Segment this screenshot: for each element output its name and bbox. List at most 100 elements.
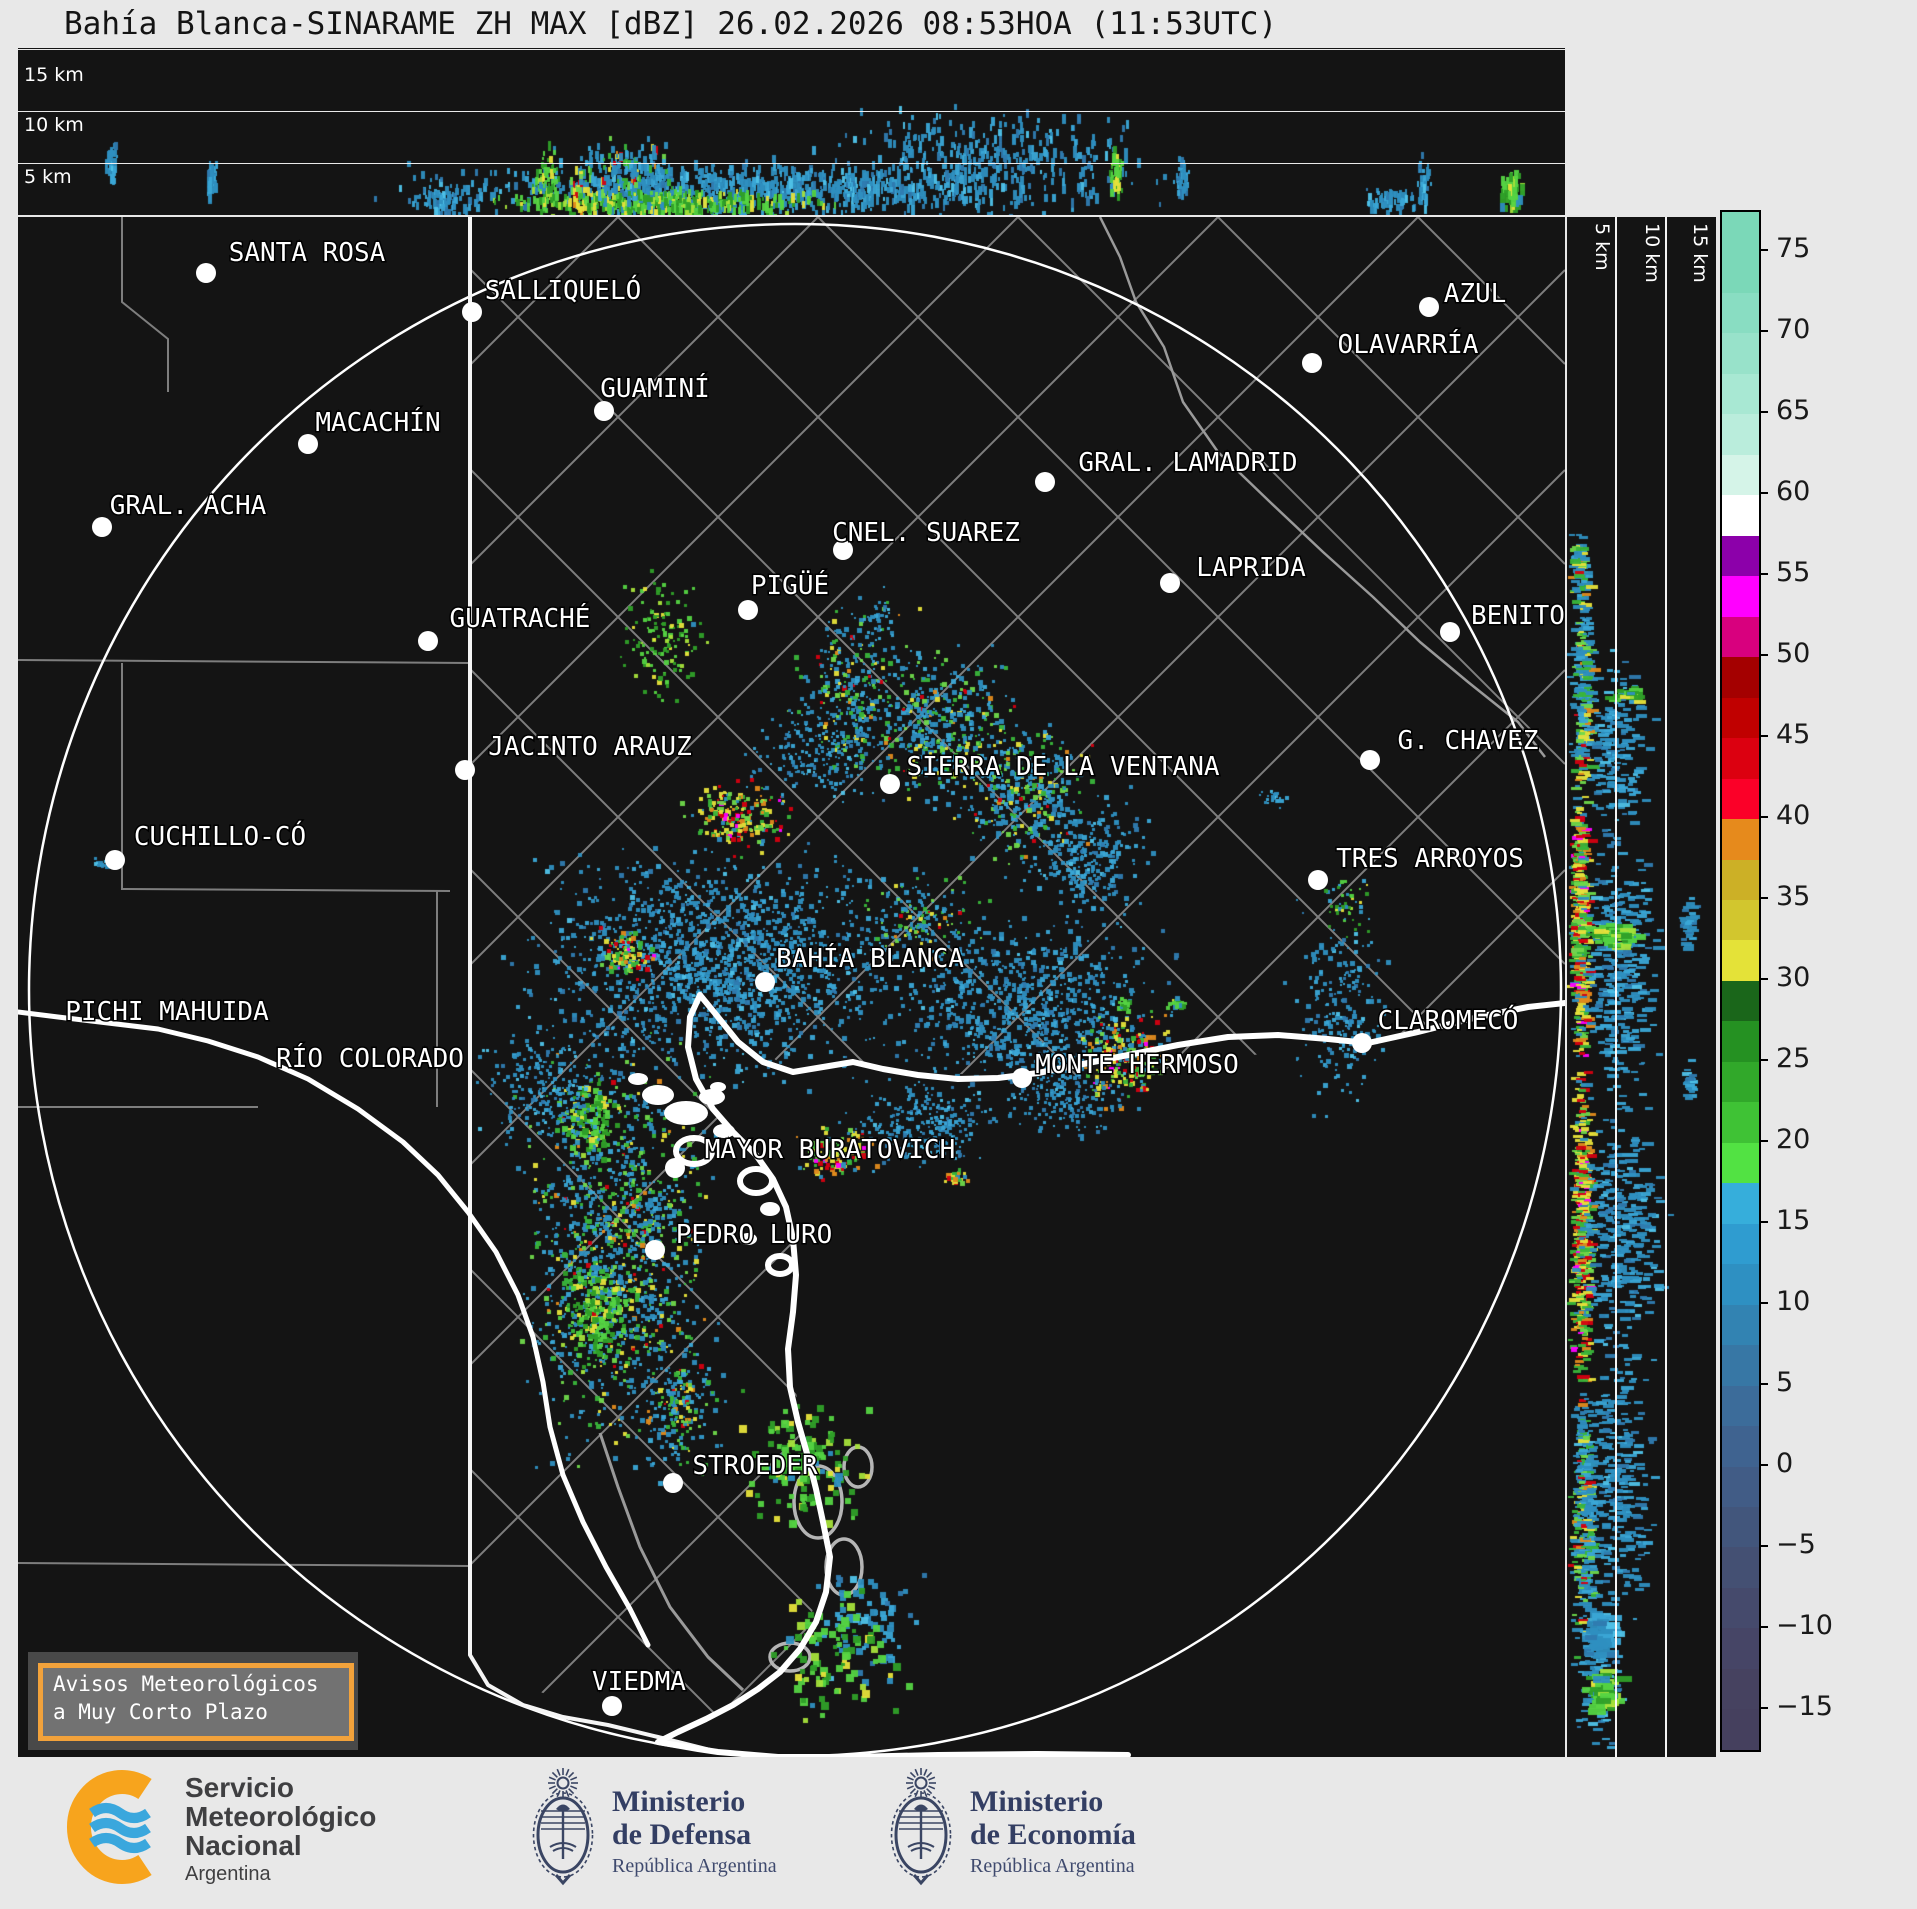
colorbar-segment <box>1722 1628 1759 1669</box>
island-ring <box>673 1135 715 1167</box>
economia-line1: Ministerio <box>970 1785 1104 1818</box>
map-panel: SANTA ROSA SALLIQUELÓ GUAMINÍ AZUL OLAVARRÍA… <box>18 217 1565 1757</box>
right-cross-section-echoes <box>1567 217 1716 1757</box>
altitude-label: 10 km <box>24 114 84 136</box>
city-dot <box>1360 750 1380 770</box>
colorbar-tick-label: 25 <box>1776 1042 1811 1074</box>
economia-logo-block <box>878 1767 964 1897</box>
coastline-south <box>655 992 1131 1757</box>
smn-line4: Argentina <box>185 1863 271 1885</box>
laurel-wreath <box>890 1792 952 1878</box>
sun <box>914 1776 928 1790</box>
right-cross-section-panel: 5 km 10 km 15 km <box>1567 217 1716 1757</box>
colorbar-tick <box>1759 573 1768 576</box>
radar-range-ring <box>27 222 1563 1757</box>
warning-box: Avisos Meteorológicos a Muy Corto Plazo <box>38 1663 354 1741</box>
city-label: SIERRA DE LA VENTANA <box>906 752 1219 782</box>
city-label: PIGÜÉ <box>751 569 829 601</box>
city-dot <box>880 774 900 794</box>
sun-ray <box>914 1768 919 1776</box>
sun-ray <box>548 1776 556 1781</box>
colorbar-segment <box>1722 657 1759 698</box>
altitude-label: 5 km <box>24 166 72 188</box>
city-label: BENITO <box>1471 601 1565 631</box>
sun-ray <box>906 1776 914 1781</box>
city-dot <box>1308 870 1328 890</box>
altitude-label: 15 km <box>24 64 84 86</box>
sun-ray <box>568 1771 575 1778</box>
altitude-gridline-vertical <box>1615 217 1617 1757</box>
colorbar-segment <box>1722 414 1759 455</box>
colorbar-segment <box>1722 1021 1759 1062</box>
sun-ray <box>570 1776 578 1781</box>
sun-ray <box>568 1788 575 1795</box>
colorbar-tick-label: 30 <box>1776 962 1811 993</box>
colorbar-tick-label: −15 <box>1776 1690 1833 1722</box>
island <box>713 1124 735 1138</box>
city-label: GRAL. ACHA <box>110 491 267 521</box>
warning-box-outer: Avisos Meteorológicos a Muy Corto Plazo <box>28 1652 358 1750</box>
city-label: MAYOR BURATOVICH <box>705 1135 955 1165</box>
colorbar-segment <box>1722 495 1759 536</box>
colorbar-segment <box>1722 1507 1759 1548</box>
sun-ray <box>548 1785 556 1790</box>
colorbar-tick-label: 10 <box>1776 1285 1811 1317</box>
footer: Servicio Meteorológico Nacional Argentin… <box>0 1757 1917 1909</box>
city-label: MACACHÍN <box>315 406 440 438</box>
colorbar-segment <box>1722 980 1759 1022</box>
dbz-colorbar <box>1720 210 1761 1752</box>
city-label: CLAROMECÓ <box>1378 1004 1519 1036</box>
colorbar-tick-label: 45 <box>1776 719 1811 751</box>
smn-logo-block <box>52 1767 170 1891</box>
colorbar-tick <box>1759 1625 1768 1628</box>
colorbar-segment <box>1722 616 1759 658</box>
city-label: G. CHAVEZ <box>1398 726 1539 756</box>
colorbar-tick-label: −5 <box>1776 1528 1816 1560</box>
joined-hands <box>549 1842 577 1852</box>
colorbar-tick <box>1759 1058 1768 1061</box>
colorbar-segment <box>1722 1304 1759 1346</box>
city-dot <box>92 517 112 537</box>
defensa-sub: República Argentina <box>612 1855 777 1877</box>
ribbon <box>554 1874 572 1886</box>
city-label: GUAMINÍ <box>600 372 710 404</box>
colorbar-tick <box>1759 1463 1768 1466</box>
island <box>628 1073 648 1085</box>
sun-ray <box>570 1785 578 1790</box>
colorbar-segment <box>1722 1385 1759 1427</box>
smn-line1: Servicio <box>185 1772 294 1803</box>
colorbar-segment <box>1722 940 1759 981</box>
colorbar-segment <box>1722 899 1759 941</box>
city-dot <box>645 1240 665 1260</box>
colorbar-tick <box>1759 654 1768 657</box>
city-dot <box>1160 573 1180 593</box>
colorbar-segment <box>1722 576 1759 617</box>
colorbar-tick <box>1759 978 1768 980</box>
colorbar-segment <box>1722 1587 1759 1629</box>
page-title: Bahía Blanca-SINARAME ZH MAX [dBZ] 26.02… <box>64 6 1278 42</box>
sun-ray <box>565 1790 570 1798</box>
colorbar-tick <box>1759 330 1768 333</box>
city-label: RÍO COLORADO <box>276 1042 464 1074</box>
colorbar-tick-label: 5 <box>1776 1366 1794 1398</box>
colorbar-segment <box>1722 1547 1759 1588</box>
smn-line2: Meteorológico <box>185 1801 377 1832</box>
economia-sub: República Argentina <box>970 1855 1135 1877</box>
colorbar-segment <box>1722 252 1759 293</box>
city-label: PICHI MAHUIDA <box>65 997 269 1027</box>
defensa-line2: de Defensa <box>612 1818 752 1851</box>
altitude-gridline <box>18 163 1565 164</box>
smn-line3: Nacional <box>185 1830 302 1861</box>
colorbar-tick-label: 50 <box>1776 638 1811 670</box>
colorbar-segment <box>1722 454 1759 496</box>
city-dot <box>1012 1068 1032 1088</box>
sun-ray <box>909 1788 916 1795</box>
colorbar-tick <box>1759 1301 1768 1304</box>
sun-ray <box>551 1788 558 1795</box>
altitude-label-vertical: 10 km <box>1641 223 1663 283</box>
colorbar-tick <box>1759 411 1768 414</box>
laurel-wreath <box>532 1792 594 1878</box>
altitude-label-vertical: 15 km <box>1689 223 1711 283</box>
smn-logo-icon <box>67 1770 152 1884</box>
city-dot <box>462 302 482 322</box>
